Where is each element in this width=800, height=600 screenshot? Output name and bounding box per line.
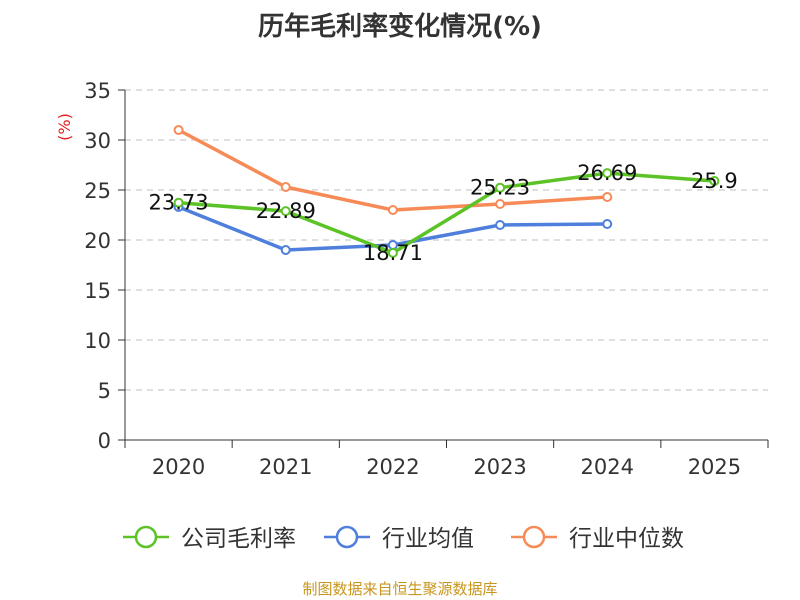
x-tick-label-2024: 2024 xyxy=(581,455,634,479)
data-label-2023: 25.23 xyxy=(470,176,530,200)
y-tick-label-10: 10 xyxy=(84,329,111,353)
point-s0-2025 xyxy=(709,176,720,186)
point-s2-2021 xyxy=(280,182,291,192)
data-labels: 23.73 22.89 18.71 25.23 26.69 25.9 xyxy=(149,161,738,265)
series-line-0 xyxy=(176,171,717,255)
x-tick-label-2023: 2023 xyxy=(473,455,526,479)
x-tick-label-2022: 2022 xyxy=(366,455,419,479)
point-s1-2024 xyxy=(602,219,613,229)
x-tick-label-2025: 2025 xyxy=(688,455,741,479)
point-s2-2024 xyxy=(602,192,613,202)
data-label-2025: 25.9 xyxy=(691,169,738,193)
point-s2-2022 xyxy=(387,205,398,215)
chart-title: 历年毛利率变化情况(%) xyxy=(258,12,542,42)
y-tick-label-35: 35 xyxy=(84,79,111,103)
grid-lines xyxy=(125,89,768,391)
point-s0-2024 xyxy=(602,168,613,179)
data-label-2021: 22.89 xyxy=(256,199,316,223)
legend-label-1: 行业均值 xyxy=(382,526,474,552)
point-s0-2022 xyxy=(387,247,398,258)
legend: 公司毛利率 行业均值 行业中位数 xyxy=(123,525,684,552)
point-s0-2021 xyxy=(280,206,291,217)
y-tick-label-0: 0 xyxy=(98,429,111,453)
point-s0-2020 xyxy=(173,197,184,208)
x-tick-label-2021: 2021 xyxy=(259,455,312,479)
legend-label-2: 行业中位数 xyxy=(569,526,684,552)
y-tick-label-20: 20 xyxy=(84,229,111,253)
series-line-2 xyxy=(176,128,609,212)
data-label-2024: 26.69 xyxy=(577,161,637,185)
y-axis-unit-label: (%) xyxy=(55,113,74,141)
legend-marker-0 xyxy=(134,525,158,549)
point-s1-2021 xyxy=(280,245,291,255)
legend-label-0: 公司毛利率 xyxy=(181,526,296,552)
source-note: 制图数据来自恒生聚源数据库 xyxy=(302,580,498,598)
series-lines xyxy=(173,125,720,258)
y-tick-label-15: 15 xyxy=(84,279,111,303)
data-label-2020: 23.73 xyxy=(149,191,209,215)
y-tick-label-25: 25 xyxy=(84,179,111,203)
point-s2-2020 xyxy=(173,125,184,135)
y-tick-label-30: 30 xyxy=(84,129,111,153)
legend-marker-1 xyxy=(335,525,359,549)
point-s1-2023 xyxy=(495,220,506,230)
x-tick-label-2020: 2020 xyxy=(152,455,205,479)
point-s0-2023 xyxy=(495,182,506,193)
point-s2-2023 xyxy=(495,199,506,209)
y-tick-label-5: 5 xyxy=(98,379,111,403)
data-label-2022: 18.71 xyxy=(363,241,423,265)
legend-marker-2 xyxy=(522,525,546,549)
